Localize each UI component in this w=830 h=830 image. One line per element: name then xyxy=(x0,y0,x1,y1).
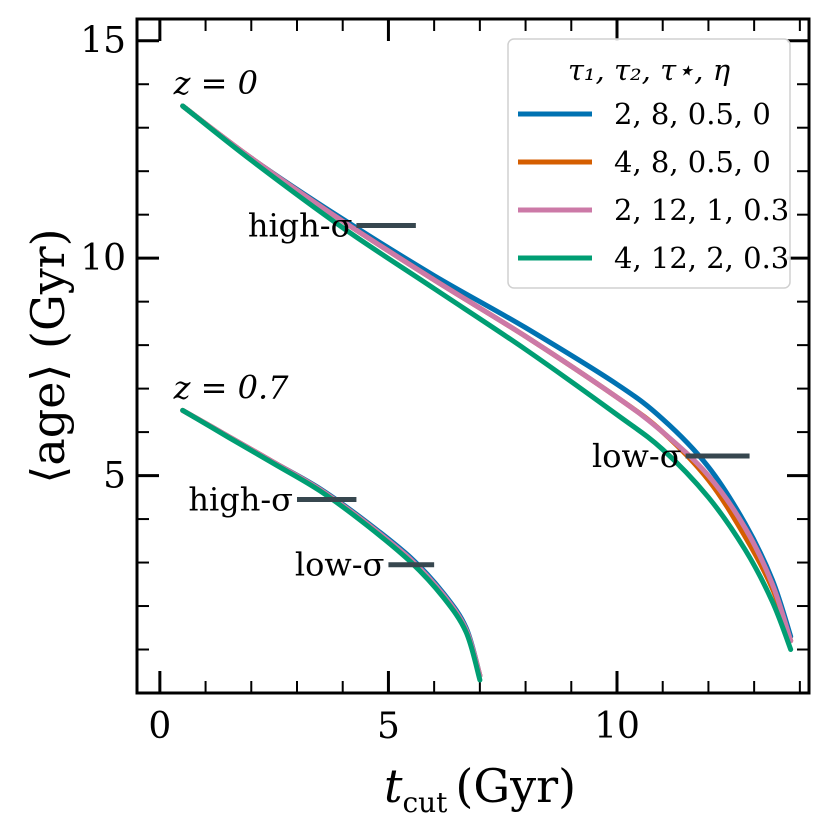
redshift-annotation: z = 0 xyxy=(173,64,258,102)
x-tick-label: 10 xyxy=(594,706,640,747)
x-axis-label-sub: cut xyxy=(402,786,448,819)
legend-label: 2, 8, 0.5, 0 xyxy=(614,97,771,131)
x-tick-label: 5 xyxy=(377,706,400,747)
series-line xyxy=(180,103,794,652)
axis-ticks xyxy=(137,19,809,693)
sigma-marker-label: low-σ xyxy=(295,546,385,584)
y-tick-label: 15 xyxy=(80,21,126,62)
series-line xyxy=(180,103,794,644)
legend-label: 2, 12, 1, 0.3 xyxy=(614,193,789,227)
legend-label: 4, 8, 0.5, 0 xyxy=(614,145,771,179)
y-axis-label: ⟨age⟩ (Gyr) xyxy=(21,228,75,483)
legend-box xyxy=(507,38,791,289)
sigma-marker-label: high-σ xyxy=(188,480,293,518)
x-tick-label: 0 xyxy=(148,706,171,747)
tick-labels: 0 5 10 5 10 15 xyxy=(80,21,640,747)
y-tick-label: 5 xyxy=(103,456,126,497)
y-tick-label: 10 xyxy=(80,238,126,279)
data-curves xyxy=(180,103,794,683)
x-axis-label: tcut (Gyr) xyxy=(384,759,576,819)
x-axis-label-unit: (Gyr) xyxy=(455,759,576,813)
plot-frame xyxy=(135,17,811,695)
series-line xyxy=(180,407,483,683)
legend: τ₁, τ₂, τ⋆, η 2, 8, 0.5, 0 4, 8, 0.5, 0 2, … xyxy=(507,38,791,289)
legend-title: τ₁, τ₂, τ⋆, η xyxy=(568,53,731,87)
sigma-marker-label: low-σ xyxy=(592,437,682,475)
legend-label: 4, 12, 2, 0.3 xyxy=(614,241,789,275)
redshift-annotations: z = 0 z = 0.7 xyxy=(173,64,290,406)
x-axis-label-main: t xyxy=(384,759,403,813)
sigma-marker-label: high-σ xyxy=(248,207,353,245)
redshift-annotation: z = 0.7 xyxy=(173,369,290,407)
